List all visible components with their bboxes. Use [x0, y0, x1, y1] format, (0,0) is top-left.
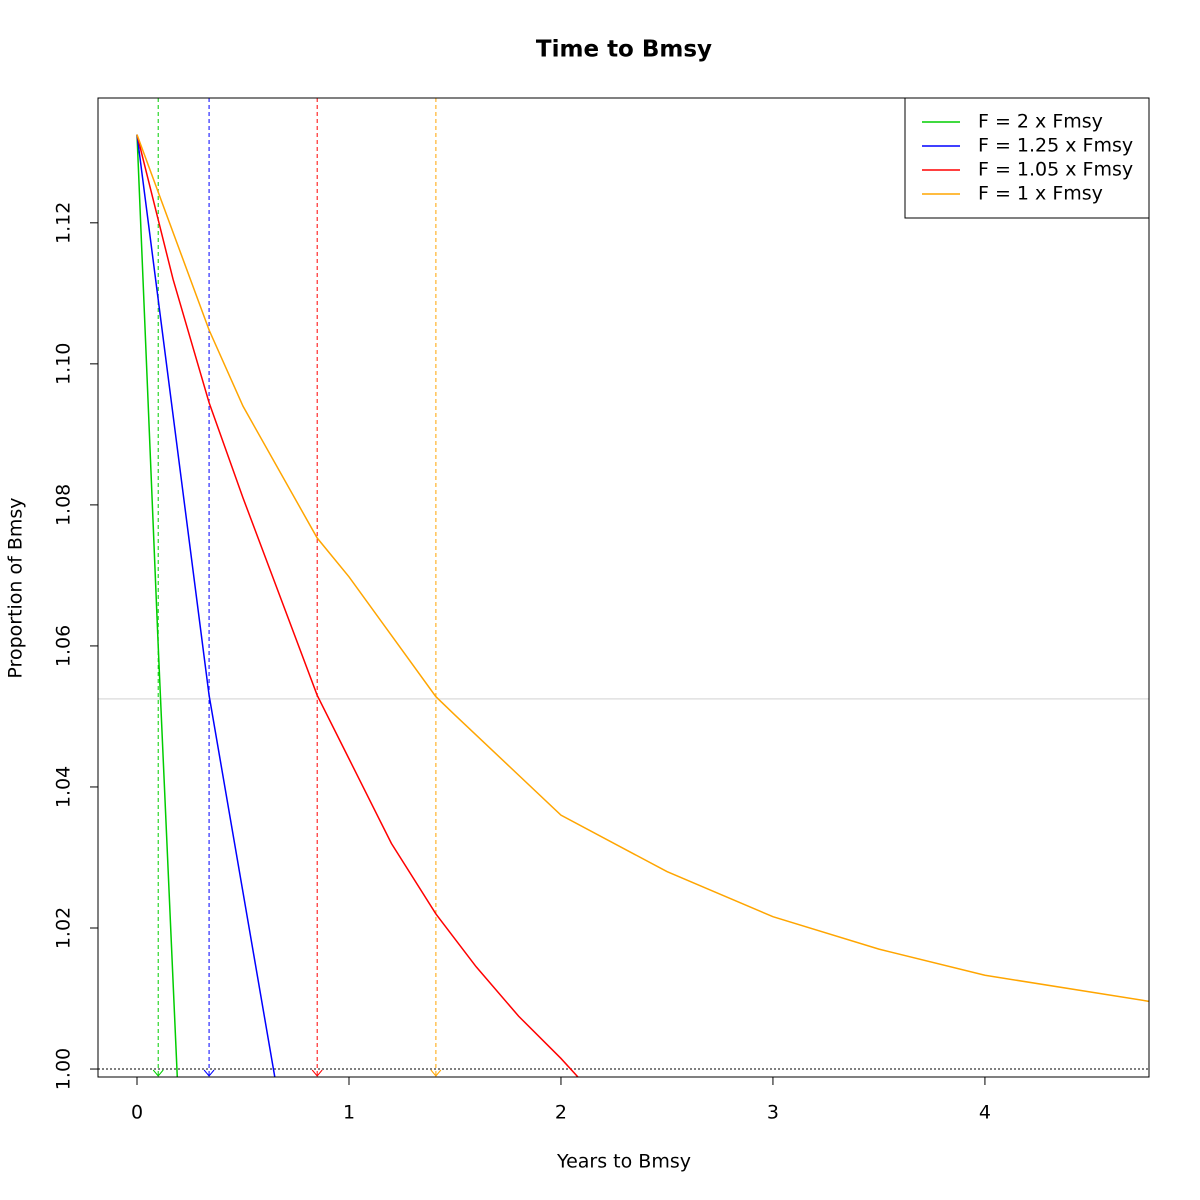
x-tick-label: 4 [979, 1102, 991, 1124]
y-axis-label: Proportion of Bmsy [5, 497, 27, 678]
y-tick-label: 1.08 [53, 484, 75, 526]
vline-arrow [430, 1069, 442, 1077]
legend-label: F = 1.05 x Fmsy [978, 159, 1133, 181]
x-tick-label: 0 [131, 1102, 143, 1124]
chart-title: Time to Bmsy [536, 37, 712, 63]
x-tick-label: 3 [767, 1102, 779, 1124]
y-tick-label: 1.00 [53, 1048, 75, 1090]
x-axis-label: Years to Bmsy [556, 1151, 691, 1173]
y-tick-label: 1.10 [53, 343, 75, 385]
series-line [136, 134, 1149, 1003]
series-line [136, 134, 579, 1077]
vline-arrow [203, 1069, 215, 1077]
vline-arrow [311, 1069, 323, 1077]
x-tick-label: 1 [343, 1102, 355, 1124]
legend-label: F = 1.25 x Fmsy [978, 135, 1133, 157]
legend-box [904, 97, 1150, 219]
legend-label: F = 2 x Fmsy [978, 111, 1103, 133]
series-line [136, 134, 276, 1077]
y-tick-label: 1.06 [53, 625, 75, 667]
y-tick-label: 1.04 [53, 766, 75, 808]
y-tick-label: 1.02 [53, 907, 75, 949]
y-tick-label: 1.12 [53, 202, 75, 244]
plot-lines [98, 98, 1149, 1077]
vline-arrow [152, 1069, 164, 1077]
plot-frame [97, 97, 1150, 1078]
x-tick-label: 2 [555, 1102, 567, 1124]
legend-label: F = 1 x Fmsy [978, 183, 1103, 205]
series-line [136, 134, 179, 1077]
